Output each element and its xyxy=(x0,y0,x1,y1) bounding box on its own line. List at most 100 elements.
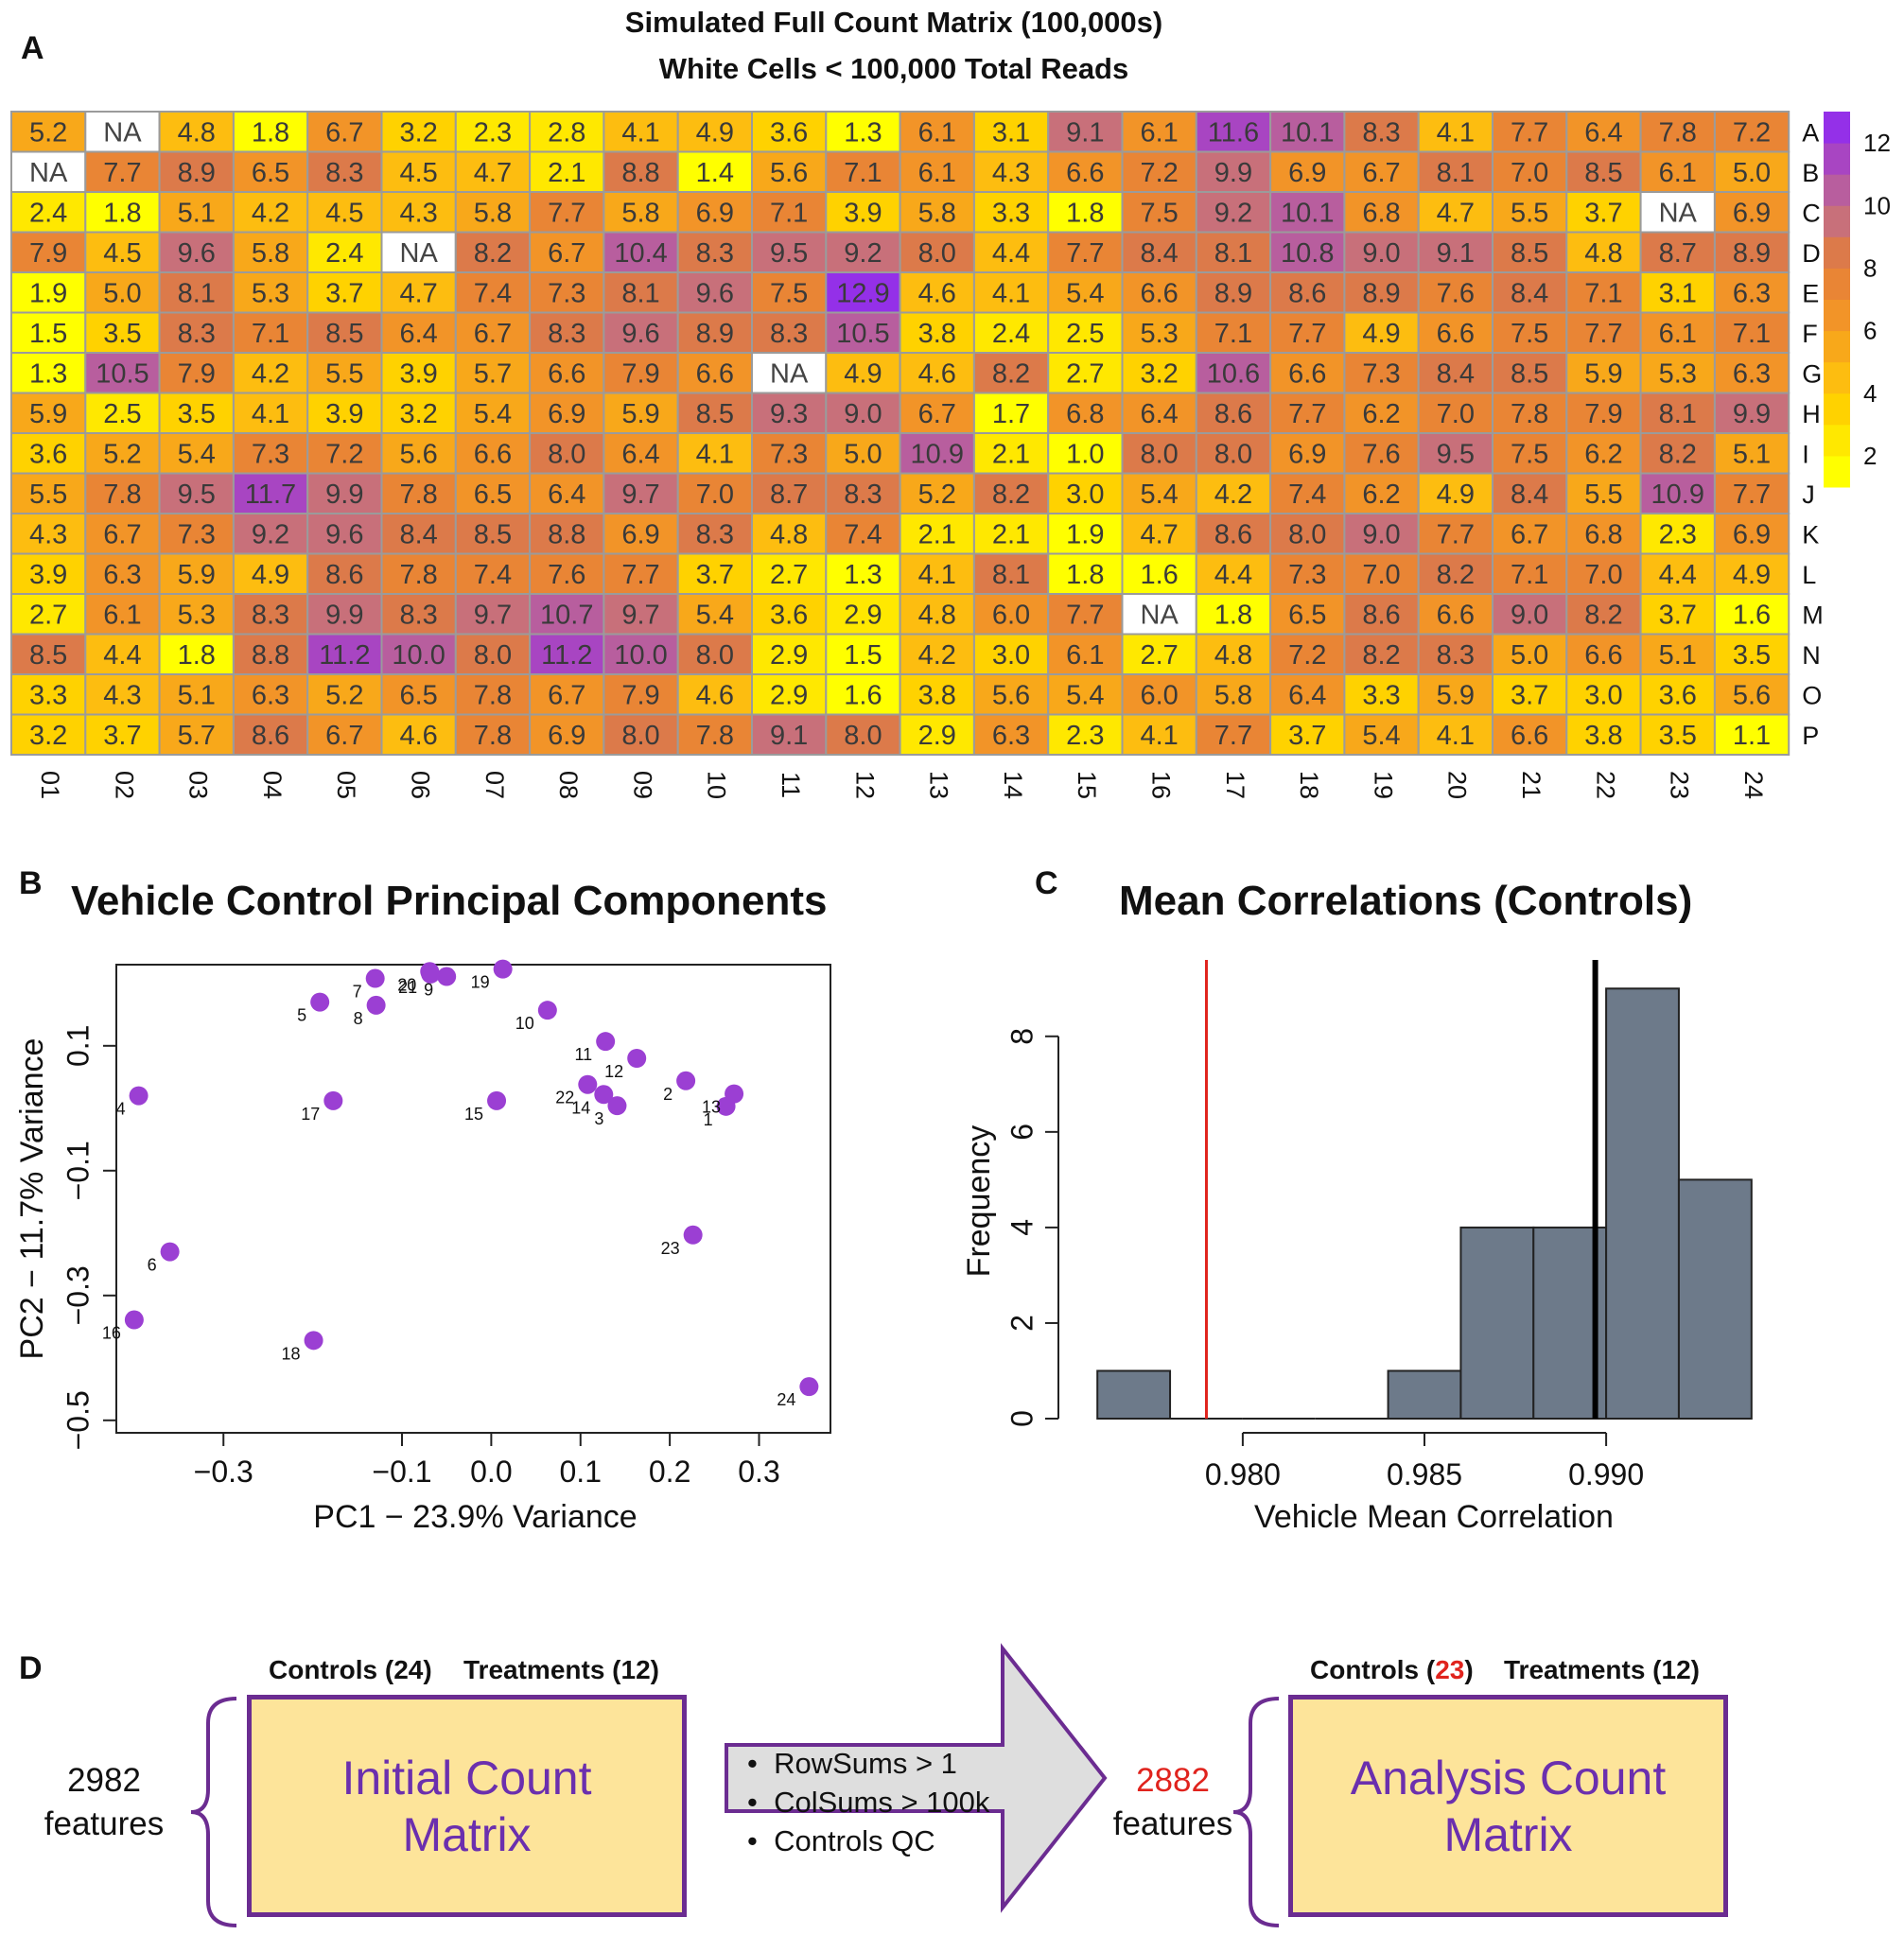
heatmap-cell xyxy=(232,191,309,234)
heatmap-cell-value: 10.6 xyxy=(1207,358,1260,389)
heatmap-cell-value: 8.6 xyxy=(252,721,289,751)
heatmap-cell xyxy=(84,513,161,555)
heatmap-cell xyxy=(158,392,235,434)
heatmap-cell xyxy=(1713,150,1790,193)
heatmap-cell-value: 8.8 xyxy=(252,640,289,671)
heatmap-cell xyxy=(306,231,383,273)
heatmap-column-label: 08 xyxy=(554,771,583,799)
heatmap-cell xyxy=(899,552,975,595)
heatmap-cell-value: 5.8 xyxy=(252,238,289,269)
heatmap-cell xyxy=(84,633,161,675)
heatmap-cell-value: 6.6 xyxy=(1584,640,1622,671)
heatmap-cell-value: 3.7 xyxy=(103,721,141,751)
heatmap-cell-value: 8.3 xyxy=(696,238,734,269)
heatmap-cell xyxy=(825,150,901,193)
heatmap-row-label: C xyxy=(1802,199,1821,227)
heatmap-cell-value: 7.7 xyxy=(1733,479,1771,510)
heatmap-column-label: 18 xyxy=(1295,771,1323,799)
heatmap-cell xyxy=(1121,552,1197,595)
panel-letter-c: C xyxy=(1035,865,1058,901)
heatmap-column-label: 13 xyxy=(925,771,953,799)
heatmap-column-label: 23 xyxy=(1666,771,1694,799)
heatmap-cell-value: 7.6 xyxy=(1437,278,1475,308)
heatmap-cell-value: 8.3 xyxy=(1362,117,1400,148)
heatmap-cell-value: 7.8 xyxy=(399,560,437,590)
heatmap-cell xyxy=(232,392,309,434)
heatmap-cell xyxy=(1343,593,1420,636)
heatmap-cell-value: 5.9 xyxy=(1437,680,1475,710)
pca-scatter-plot: −0.3 −0.1 0.0 0.1 0.2 0.3 −0.5 −0.3 −0.1 0.1 PC1 −… xyxy=(14,959,831,1535)
heatmap-cell-value: 4.2 xyxy=(1214,479,1252,510)
heatmap-cell xyxy=(751,150,828,193)
heatmap-cell-value: 4.3 xyxy=(29,519,67,549)
heatmap: 5.2 NA 4.8 1.8 6.7 3.2 2.3 2.8 4.1 4.9 3.6 1.3 6.1 3.… xyxy=(10,111,1824,799)
heatmap-cell-value: 4.4 xyxy=(992,238,1030,269)
heatmap-cell-value: 3.8 xyxy=(918,319,956,349)
y-tick-label: 2 xyxy=(1004,1315,1039,1332)
heatmap-cell-value: 5.6 xyxy=(399,439,437,469)
heatmap-cell-value: 7.7 xyxy=(548,198,585,228)
heatmap-cell-value: 8.1 xyxy=(621,278,659,308)
heatmap-cell xyxy=(1417,311,1494,354)
heatmap-cell-value: 7.8 xyxy=(1659,117,1697,148)
heatmap-cell-value: 2.1 xyxy=(918,519,956,549)
y-axis-label: PC2 − 11.7% Variance xyxy=(14,1038,50,1360)
heatmap-cell-value: 9.9 xyxy=(325,600,363,630)
heatmap-cell-value: 5.9 xyxy=(29,399,67,429)
x-tick-label: 0.1 xyxy=(560,1455,602,1489)
histogram-title: Mean Correlations (Controls) xyxy=(1119,878,1693,924)
heatmap-cell-value: 9.0 xyxy=(1362,238,1400,269)
heatmap-cell-value: 8.2 xyxy=(992,479,1030,510)
heatmap-cell-value: 4.2 xyxy=(252,358,289,389)
heatmap-cell-value: 9.5 xyxy=(178,479,216,510)
heatmap-cell xyxy=(825,513,901,555)
legend-color-step xyxy=(1824,361,1850,394)
point-label: 10 xyxy=(515,1014,534,1033)
heatmap-cell xyxy=(380,191,457,234)
heatmap-cell-value: 8.4 xyxy=(1140,238,1178,269)
heatmap-cell-value: 8.2 xyxy=(474,238,512,269)
heatmap-cell xyxy=(10,713,87,756)
heatmap-cell-value: 3.1 xyxy=(1659,278,1697,308)
heatmap-cell-value: 5.9 xyxy=(1584,358,1622,389)
heatmap-cell xyxy=(751,271,828,314)
heatmap-cell xyxy=(1047,111,1124,153)
heatmap-cell-value: 4.9 xyxy=(696,117,734,148)
heatmap-cell-value: 9.1 xyxy=(1437,238,1475,269)
point-label: 12 xyxy=(604,1062,623,1081)
heatmap-cell-value: 8.1 xyxy=(1659,399,1697,429)
heatmap-cell-value: 8.0 xyxy=(844,721,882,751)
heatmap-cell-value: 6.9 xyxy=(1288,158,1326,188)
heatmap-cell-value: 5.7 xyxy=(178,721,216,751)
heatmap-cell-value: 3.6 xyxy=(29,439,67,469)
heatmap-cell-value: 9.9 xyxy=(1733,399,1771,429)
heatmap-cell xyxy=(1565,231,1642,273)
heatmap-cell-value: 4.8 xyxy=(1214,640,1252,671)
heatmap-cell-value: 6.3 xyxy=(103,560,141,590)
heatmap-cell xyxy=(603,552,679,595)
heatmap-cell-value: 10.1 xyxy=(1281,198,1334,228)
heatmap-cell xyxy=(1713,111,1790,153)
heatmap-cell-value: 9.6 xyxy=(178,238,216,269)
heatmap-cell xyxy=(1195,271,1272,314)
point-label: 15 xyxy=(464,1105,483,1124)
heatmap-cell xyxy=(306,111,383,153)
heatmap-cell-value: 5.5 xyxy=(325,358,363,389)
heatmap-cell xyxy=(10,271,87,314)
heatmap-cell-value: 3.5 xyxy=(1733,640,1771,671)
heatmap-cell-value: 4.6 xyxy=(696,680,734,710)
point-label: 21 xyxy=(398,978,417,997)
heatmap-cell-value: 11.7 xyxy=(245,479,296,510)
heatmap-cell xyxy=(1639,191,1716,234)
heatmap-column-label: 22 xyxy=(1591,771,1619,799)
heatmap-cell-value: 2.9 xyxy=(770,680,808,710)
heatmap-cell xyxy=(10,311,87,354)
analysis-count-matrix-title: Analysis Count Matrix xyxy=(1350,1751,1667,1861)
heatmap-cell xyxy=(529,472,605,514)
heatmap-cell xyxy=(1713,713,1790,756)
heatmap-cell-value: 6.9 xyxy=(1733,519,1771,549)
point-label: 22 xyxy=(555,1089,574,1107)
heatmap-cell-value: 6.8 xyxy=(1362,198,1400,228)
legend-color-step xyxy=(1824,455,1850,488)
heatmap-cell xyxy=(1121,150,1197,193)
